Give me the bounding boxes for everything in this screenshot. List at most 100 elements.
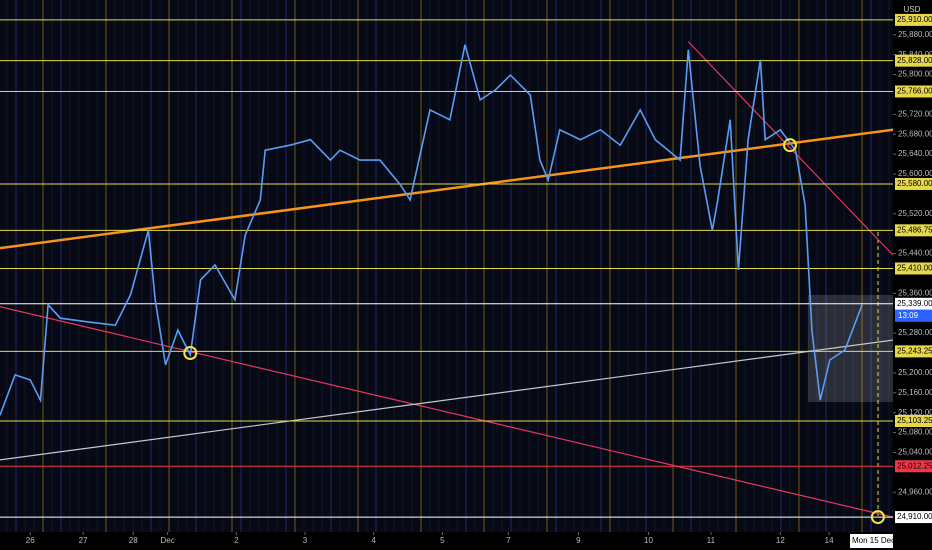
y-tick-label: 25,720.00: [898, 109, 932, 118]
stripe: [411, 0, 413, 532]
stripe: [51, 0, 53, 532]
stripe: [663, 0, 665, 532]
stripe: [384, 0, 386, 532]
x-tick-label: 4: [371, 536, 376, 545]
stripe: [24, 0, 26, 532]
level-tag: [895, 224, 932, 237]
stripe: [645, 0, 647, 532]
countdown-tag: [895, 309, 932, 322]
level-tag: [895, 297, 932, 310]
stripe: [519, 0, 521, 532]
stripe: [357, 0, 359, 532]
x-tick-label: 28: [129, 536, 138, 545]
stripe: [420, 0, 422, 532]
level-label: 25,243.25: [897, 347, 932, 356]
stripe: [672, 0, 674, 532]
stripe: [114, 0, 116, 532]
stripe: [141, 0, 143, 532]
level-label: 24,910.00: [897, 512, 932, 521]
stripe: [627, 0, 629, 532]
y-tick-label: 25,360.00: [898, 288, 932, 297]
stripe: [276, 0, 278, 532]
x-tick-label: 26: [26, 536, 35, 545]
stripe: [735, 0, 737, 532]
y-tick-label: 25,160.00: [898, 388, 932, 397]
currency: USD: [904, 5, 921, 14]
stripe: [888, 0, 890, 532]
level-tag: [895, 177, 932, 190]
stripe: [861, 0, 863, 532]
level-tag: [895, 511, 932, 524]
cursor-date: Mon 15 Dec '2: [852, 536, 904, 545]
stripe: [339, 0, 341, 532]
y-tick-label: 25,200.00: [898, 368, 932, 377]
stripe: [852, 0, 854, 532]
stripe: [60, 0, 62, 532]
y-tick-label: 25,040.00: [898, 448, 932, 457]
time-axis: [0, 532, 893, 550]
stripe: [402, 0, 404, 532]
stripe: [393, 0, 395, 532]
stripe: [699, 0, 701, 532]
x-tick-label: 3: [303, 536, 308, 545]
level-tag: [895, 415, 932, 428]
stripe: [654, 0, 656, 532]
level-label: 25,766.00: [897, 87, 932, 96]
stripe: [222, 0, 224, 532]
stripe: [429, 0, 431, 532]
stripe: [159, 0, 161, 532]
stripe: [249, 0, 251, 532]
stripe: [375, 0, 377, 532]
y-tick-label: 25,600.00: [898, 169, 932, 178]
y-tick-label: 25,280.00: [898, 328, 932, 337]
x-tick-label: 7: [506, 536, 511, 545]
stripe: [546, 0, 548, 532]
x-tick-label: 11: [707, 536, 716, 545]
stripe: [285, 0, 287, 532]
stripe: [150, 0, 152, 532]
stripe: [186, 0, 188, 532]
level-tag: [895, 262, 932, 275]
stripe: [834, 0, 836, 532]
y-tick-label: 25,440.00: [898, 249, 932, 258]
stripe: [528, 0, 530, 532]
stripe: [321, 0, 323, 532]
stripe: [816, 0, 818, 532]
y-tick-label: 25,880.00: [898, 30, 932, 39]
price-line: [0, 44, 863, 416]
level-label: 25,580.00: [897, 179, 932, 188]
stripe: [762, 0, 764, 532]
stripe: [132, 0, 134, 532]
stripe: [267, 0, 269, 532]
stripe: [69, 0, 71, 532]
stripe: [231, 0, 233, 532]
trend-line: [0, 128, 894, 250]
level-label: 25,486.75: [897, 225, 932, 234]
stripe: [843, 0, 845, 532]
stripe: [492, 0, 494, 532]
y-tick-label: 25,840.00: [898, 50, 932, 59]
stripe: [573, 0, 575, 532]
x-tick-label: 9: [576, 536, 581, 545]
stripe: [474, 0, 476, 532]
stripe: [789, 0, 791, 532]
x-tick-label: 12: [776, 536, 785, 545]
y-tick-label: 25,080.00: [898, 428, 932, 437]
stripe: [366, 0, 368, 532]
stripe: [510, 0, 512, 532]
stripe: [483, 0, 485, 532]
stripe: [609, 0, 611, 532]
level-tag: [895, 345, 932, 358]
cursor-date-tag: [850, 534, 893, 548]
session-stripes: [6, 0, 890, 532]
x-tick-label: Dec: [160, 536, 174, 545]
stripe: [870, 0, 872, 532]
stripe: [744, 0, 746, 532]
stripe: [636, 0, 638, 532]
y-tick-label: 25,680.00: [898, 129, 932, 138]
stripe: [591, 0, 593, 532]
level-tag: [895, 460, 932, 473]
stripe: [348, 0, 350, 532]
stripe: [438, 0, 440, 532]
